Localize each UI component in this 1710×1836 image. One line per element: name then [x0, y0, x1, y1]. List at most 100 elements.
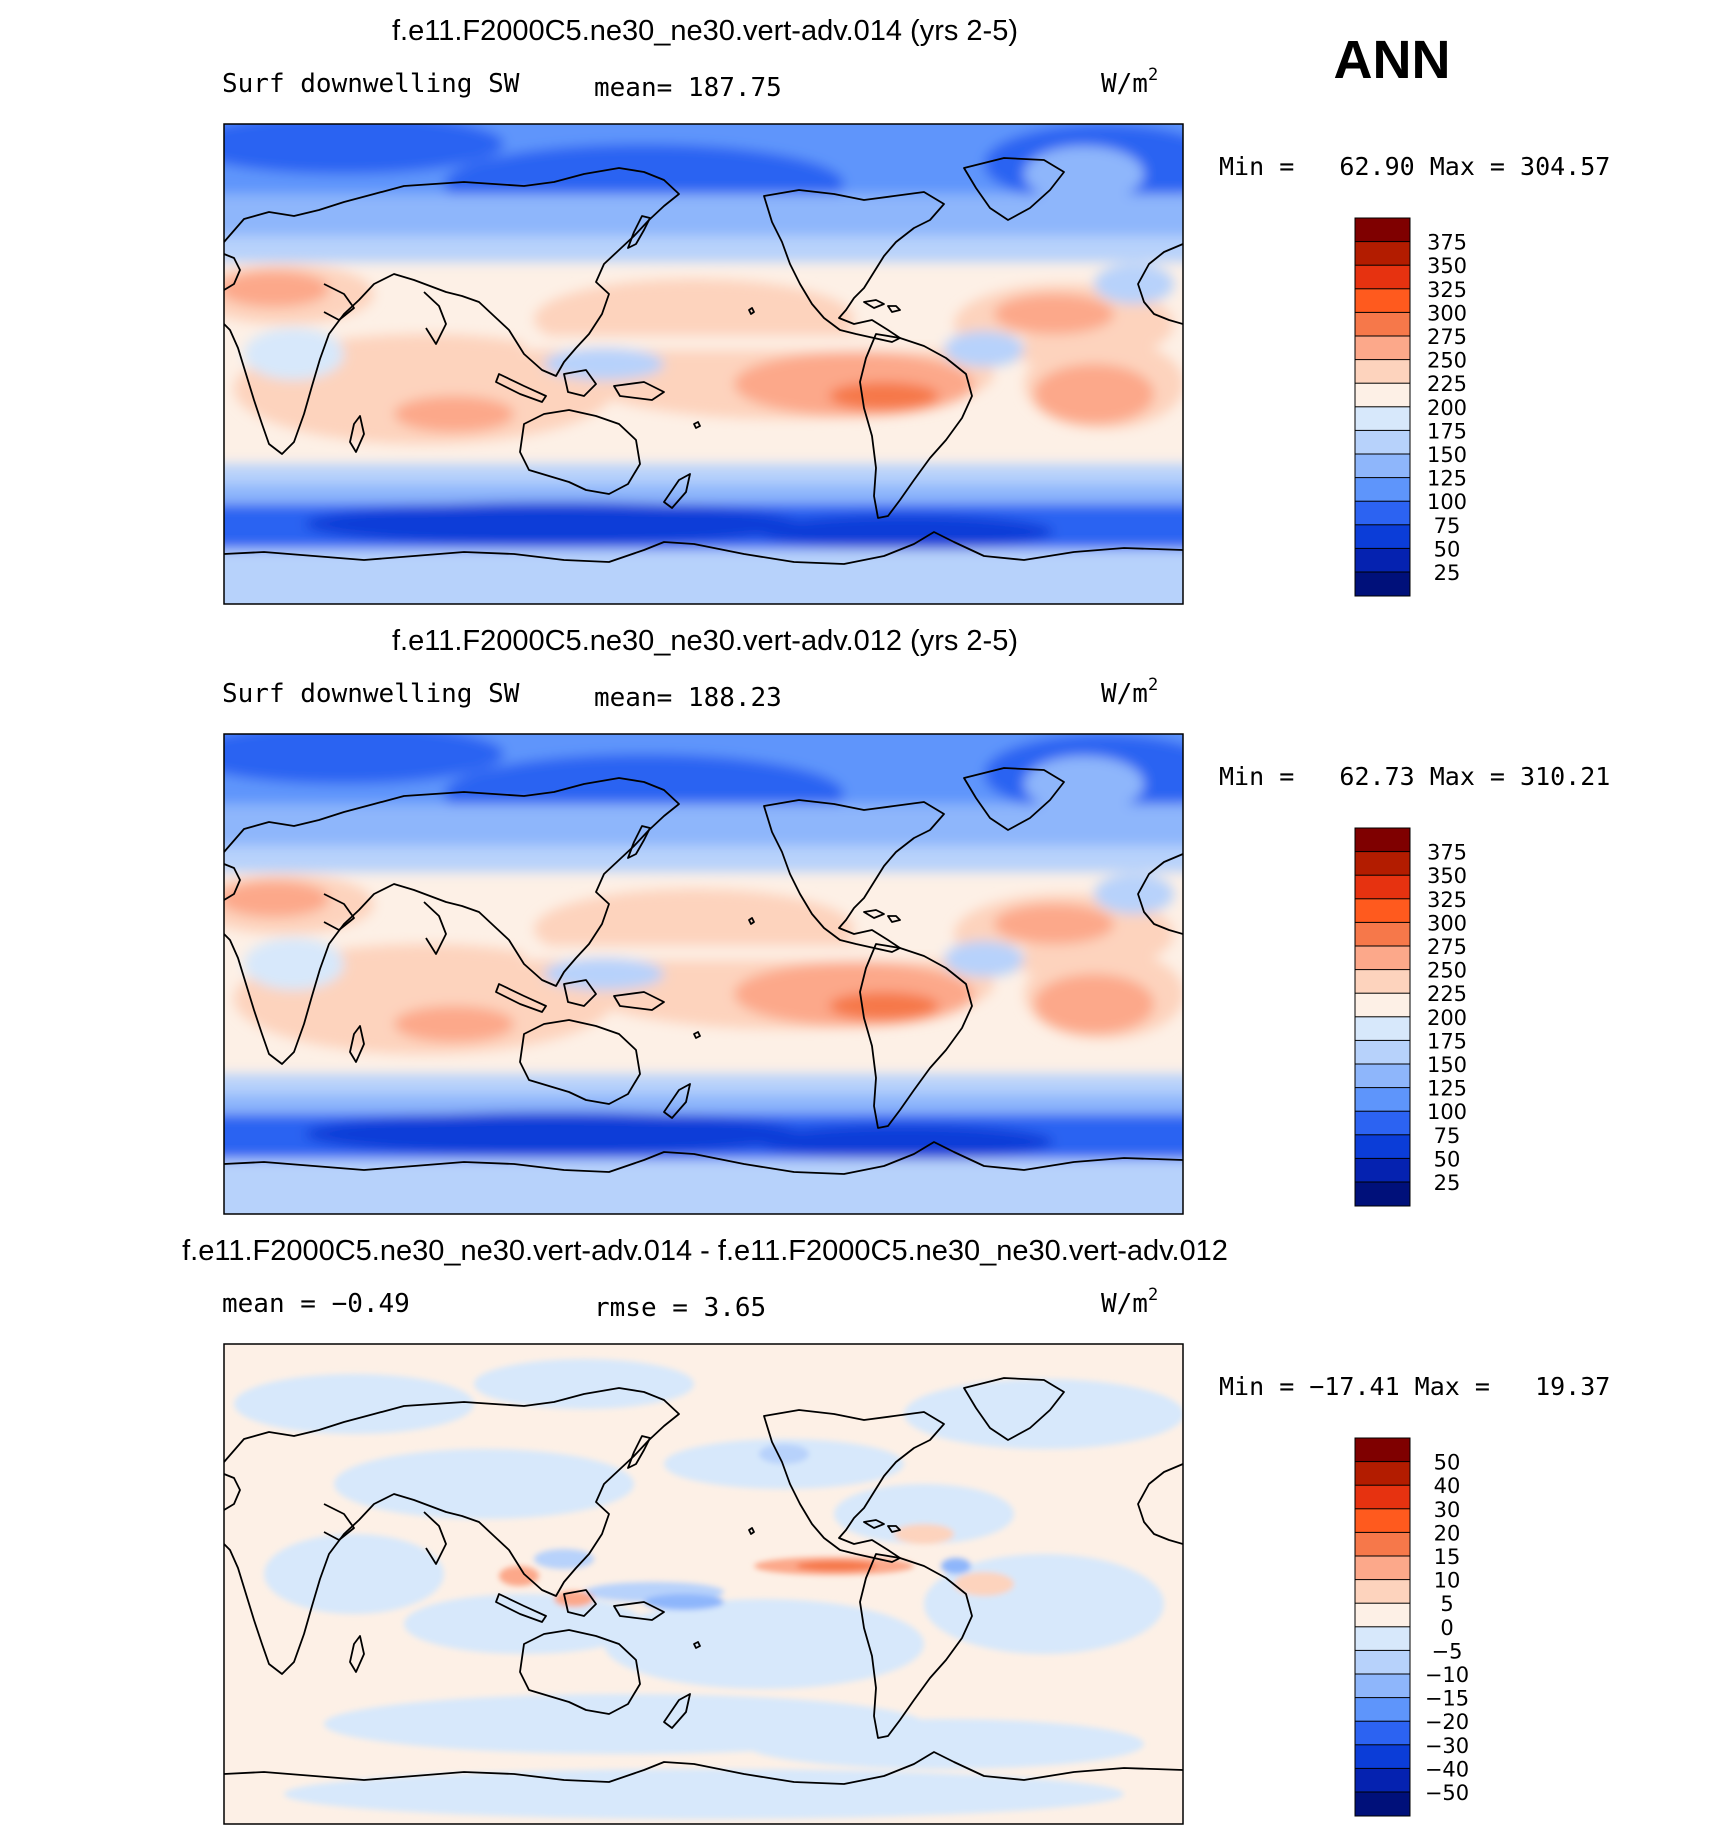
- colorbar-swatch: [1354, 1063, 1411, 1089]
- colorbar-tick-label: 150: [1427, 1053, 1467, 1077]
- colorbar-tick-label: 350: [1427, 254, 1467, 278]
- colorbar-swatch: [1354, 1484, 1411, 1510]
- colorbar-swatch: [1354, 359, 1411, 385]
- colorbar-swatch: [1354, 382, 1411, 408]
- colorbar-swatch: [1354, 1039, 1411, 1065]
- colorbar-swatch: [1354, 453, 1411, 479]
- colorbar-swatch: [1354, 1508, 1411, 1534]
- colorbar-swatch: [1354, 547, 1411, 573]
- map-field: [224, 1344, 1183, 1824]
- colorbar-tick-label: 325: [1427, 888, 1467, 912]
- min-max-label: Min = −17.41 Max = 19.37: [1219, 1372, 1610, 1401]
- colorbar-tick-label: 350: [1427, 864, 1467, 888]
- colorbar-swatch: [1354, 1157, 1411, 1183]
- units-exponent: 2: [1148, 1285, 1158, 1305]
- colorbar-swatch: [1354, 406, 1411, 432]
- colorbar-tick-label: −10: [1425, 1663, 1469, 1687]
- colorbar-tick-label: 300: [1427, 301, 1467, 325]
- panel-left-label: mean = −0.49: [222, 1289, 410, 1319]
- colorbar-tick-label: 225: [1427, 372, 1467, 396]
- colorbar-tick-label: 250: [1427, 349, 1467, 373]
- colorbar-swatch: [1354, 571, 1411, 597]
- colorbar-swatch: [1354, 1673, 1411, 1699]
- colorbar-swatch: [1354, 898, 1411, 924]
- colorbar-tick-label: 250: [1427, 959, 1467, 983]
- colorbar-tick-label: −20: [1425, 1710, 1469, 1734]
- map-panel: f.e11.F2000C5.ne30_ne30.vert-adv.014 (yr…: [222, 15, 1610, 605]
- colorbar-swatch: [1354, 969, 1411, 995]
- colorbar-swatch: [1354, 1181, 1411, 1207]
- colorbar-swatch: [1354, 1579, 1411, 1605]
- colorbar-tick-label: 15: [1434, 1545, 1461, 1569]
- units-text: W/m: [1101, 679, 1148, 709]
- colorbar-swatch: [1354, 921, 1411, 947]
- colorbar-tick-label: 125: [1427, 1077, 1467, 1101]
- colorbar-tick-label: 25: [1434, 1171, 1461, 1195]
- season-label: ANN: [1334, 30, 1451, 90]
- panel-stat-label: rmse = 3.65: [594, 1293, 766, 1323]
- colorbar-tick-label: 100: [1427, 1100, 1467, 1124]
- colorbar-swatch: [1354, 1110, 1411, 1136]
- colorbar-tick-label: 225: [1427, 982, 1467, 1006]
- colorbar-tick-label: −5: [1432, 1639, 1463, 1663]
- colorbar-tick-label: 25: [1434, 561, 1461, 585]
- map-frame: [223, 1343, 1184, 1825]
- colorbar-tick-label: 50: [1434, 537, 1461, 561]
- map-frame: [223, 733, 1184, 1215]
- map-frame: [223, 123, 1184, 605]
- map-panel: f.e11.F2000C5.ne30_ne30.vert-adv.012 (yr…: [222, 625, 1610, 1234]
- colorbar-swatch: [1354, 1767, 1411, 1793]
- panel-title: f.e11.F2000C5.ne30_ne30.vert-adv.014 - f…: [182, 1235, 1228, 1267]
- colorbar-swatch: [1354, 1555, 1411, 1581]
- colorbar-tick-label: 20: [1434, 1521, 1461, 1545]
- colorbar-tick-label: 275: [1427, 935, 1467, 959]
- panel-stat-label: mean= 188.23: [594, 683, 782, 713]
- units-text: W/m: [1101, 1289, 1148, 1319]
- min-max-label: Min = 62.90 Max = 304.57: [1219, 152, 1610, 181]
- colorbar-swatch: [1354, 500, 1411, 526]
- colorbar-tick-label: 50: [1434, 1147, 1461, 1171]
- colorbar-tick-label: −50: [1425, 1781, 1469, 1805]
- map-panel: f.e11.F2000C5.ne30_ne30.vert-adv.014 - f…: [182, 1235, 1610, 1825]
- panel-stat-label: mean= 187.75: [594, 73, 782, 103]
- colorbar-tick-label: 100: [1427, 490, 1467, 514]
- colorbar-tick-label: 375: [1427, 841, 1467, 865]
- colorbar-swatch: [1354, 311, 1411, 337]
- colorbar-swatch: [1354, 241, 1411, 267]
- colorbar-swatch: [1354, 1626, 1411, 1652]
- colorbar-swatch: [1354, 288, 1411, 314]
- panel-title: f.e11.F2000C5.ne30_ne30.vert-adv.012 (yr…: [392, 625, 1018, 657]
- colorbar-swatch: [1354, 1531, 1411, 1557]
- units-text: W/m: [1101, 69, 1148, 99]
- colorbar-tick-label: −30: [1425, 1734, 1469, 1758]
- colorbar-swatch: [1354, 1461, 1411, 1487]
- colorbar-tick-label: 5: [1440, 1592, 1453, 1616]
- colorbar-swatch: [1354, 945, 1411, 971]
- colorbar-swatch: [1354, 1649, 1411, 1675]
- colorbar-swatch: [1354, 1087, 1411, 1113]
- colorbar-swatch: [1354, 1744, 1411, 1770]
- colorbar-swatch: [1354, 1134, 1411, 1160]
- colorbar-swatch: [1354, 1791, 1411, 1817]
- panel-left-label: Surf downwelling SW: [222, 679, 520, 709]
- colorbar-tick-label: 75: [1434, 514, 1461, 538]
- colorbar-swatch: [1354, 1016, 1411, 1042]
- colorbar-tick-label: 325: [1427, 278, 1467, 302]
- colorbar-tick-label: 75: [1434, 1124, 1461, 1148]
- colorbar-swatch: [1354, 827, 1411, 853]
- colorbar-swatch: [1354, 429, 1411, 455]
- colorbar-tick-label: 300: [1427, 911, 1467, 935]
- colorbar-tick-label: 175: [1427, 1029, 1467, 1053]
- units-exponent: 2: [1148, 675, 1158, 695]
- colorbar-swatch: [1354, 874, 1411, 900]
- map-field: [224, 714, 1183, 1234]
- units-exponent: 2: [1148, 65, 1158, 85]
- colorbar-swatch: [1354, 524, 1411, 550]
- colorbar-tick-label: 50: [1434, 1451, 1461, 1475]
- panel-units-label: W/m2: [1101, 675, 1158, 709]
- colorbar-swatch: [1354, 264, 1411, 290]
- colorbar-tick-label: −15: [1425, 1687, 1469, 1711]
- colorbar-tick-label: 275: [1427, 325, 1467, 349]
- colorbar: 3753503253002752502252001751501251007550…: [1354, 827, 1467, 1207]
